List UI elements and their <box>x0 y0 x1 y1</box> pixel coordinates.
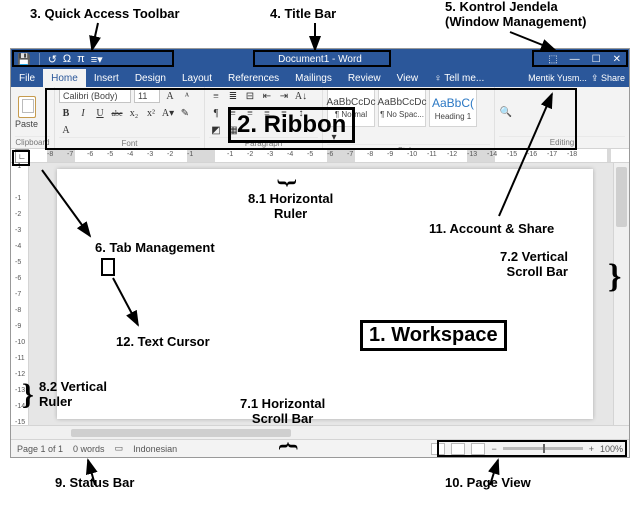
ruler-h-tick: -7 <box>347 151 353 158</box>
workspace[interactable] <box>29 163 613 425</box>
tab-tellme[interactable]: ♀ Tell me... <box>426 69 492 87</box>
box-ribbon <box>45 88 577 150</box>
ruler-v-tick: -8 <box>15 307 21 314</box>
ruler-h-tick: -5 <box>107 151 113 158</box>
proofing-icon[interactable]: ▭ <box>115 443 124 454</box>
horizontal-ruler[interactable]: ∟ -8-7-6-5-4-3-2-1-1-2-3-4-5-6-7-8-9-10-… <box>11 149 629 163</box>
ruler-h-tick: -17 <box>547 151 557 158</box>
box-pageview <box>437 440 627 457</box>
ruler-v-tick: -3 <box>15 227 21 234</box>
status-language[interactable]: Indonesian <box>133 444 177 454</box>
ruler-v-tick: -9 <box>15 323 21 330</box>
vscroll-thumb[interactable] <box>616 167 627 227</box>
horizontal-scroll-bar[interactable] <box>11 425 629 439</box>
account-user[interactable]: Mentik Yusm... <box>528 73 587 83</box>
brace-vscroll: } <box>608 258 621 296</box>
box-tabselector <box>12 150 30 166</box>
ruler-v-tick: -11 <box>15 355 25 362</box>
ruler-v-tick: -15 <box>15 419 25 425</box>
ruler-h-tick: -4 <box>287 151 293 158</box>
document-region: -1-1-2-3-4-5-6-7-8-9-10-11-12-13-14-15-1… <box>11 163 629 425</box>
page[interactable] <box>57 169 593 419</box>
ruler-v-tick: -1 <box>15 195 21 202</box>
hscroll-thumb[interactable] <box>71 429 291 437</box>
ruler-h-tick: -8 <box>47 151 53 158</box>
account-area: Mentik Yusm... ⇪ Share <box>528 73 629 84</box>
ruler-h-tick: -1 <box>227 151 233 158</box>
ruler-h-tick: -7 <box>67 151 73 158</box>
clipboard-icon <box>18 96 36 118</box>
ruler-v-tick: -10 <box>15 339 25 346</box>
ruler-h-tick: -1 <box>187 151 193 158</box>
ruler-h-tick: -2 <box>167 151 173 158</box>
tab-review[interactable]: Review <box>340 69 389 87</box>
tab-view[interactable]: View <box>389 69 427 87</box>
brace-vruler: } <box>22 378 34 412</box>
ruler-h-tick: -13 <box>467 151 477 158</box>
ann-pageview: 10. Page View <box>445 475 531 490</box>
ruler-h-tick: -9 <box>387 151 393 158</box>
ruler-v-tick: -2 <box>15 211 21 218</box>
ruler-h-tick: -6 <box>87 151 93 158</box>
box-qat <box>12 50 174 67</box>
ruler-h-tick: -2 <box>247 151 253 158</box>
share-button[interactable]: ⇪ Share <box>591 73 625 84</box>
status-page[interactable]: Page 1 of 1 <box>17 444 63 454</box>
box-winctrl <box>532 50 628 67</box>
ruler-h-tick: -10 <box>407 151 417 158</box>
box-cursor <box>101 258 115 276</box>
ruler-h-tick: -15 <box>507 151 517 158</box>
ruler-h-tick: -11 <box>427 151 437 158</box>
ruler-h-tick: -3 <box>147 151 153 158</box>
box-title <box>253 50 391 67</box>
ann-title: 4. Title Bar <box>270 6 336 21</box>
ann-status: 9. Status Bar <box>55 475 134 490</box>
brace-hruler: } <box>274 179 300 188</box>
tab-layout[interactable]: Layout <box>174 69 220 87</box>
ruler-h-tick: -4 <box>127 151 133 158</box>
ruler-v-tick: -5 <box>15 259 21 266</box>
status-words[interactable]: 0 words <box>73 444 105 454</box>
brace-hscroll: } <box>274 442 300 451</box>
ruler-h-tick: -5 <box>307 151 313 158</box>
tab-file[interactable]: File <box>11 69 43 87</box>
ann-winctrl: 5. Kontrol Jendela(Window Management) <box>445 0 586 30</box>
tab-mailings[interactable]: Mailings <box>287 69 340 87</box>
ruler-h-tick: -18 <box>567 151 577 158</box>
tab-insert[interactable]: Insert <box>86 69 127 87</box>
ruler-h-tick: -8 <box>367 151 373 158</box>
ruler-h-tick: -14 <box>487 151 497 158</box>
ruler-h-ticks: -8 -7 -6 -5 -4 -3 -2 -1 -1 -2 -3 -4 -5 -6 -7 -8 -9 -10 -11… <box>47 149 611 162</box>
ruler-h-tick: -6 <box>327 151 333 158</box>
paste-button[interactable]: Paste <box>15 96 38 129</box>
tab-references[interactable]: References <box>220 69 287 87</box>
tab-design[interactable]: Design <box>127 69 174 87</box>
tab-home[interactable]: Home <box>43 69 86 87</box>
ruler-h-tick: -12 <box>447 151 457 158</box>
ruler-h-tick: -3 <box>267 151 273 158</box>
ruler-h-tick: -16 <box>527 151 537 158</box>
ruler-v-tick: -12 <box>15 371 25 378</box>
ruler-v-tick: -6 <box>15 275 21 282</box>
ruler-v-tick: -4 <box>15 243 21 250</box>
paste-label: Paste <box>15 119 38 129</box>
ribbon-tabs: File Home Insert Design Layout Reference… <box>11 69 629 87</box>
ann-qat: 3. Quick Access Toolbar <box>30 6 180 21</box>
ruler-v-tick: -7 <box>15 291 21 298</box>
